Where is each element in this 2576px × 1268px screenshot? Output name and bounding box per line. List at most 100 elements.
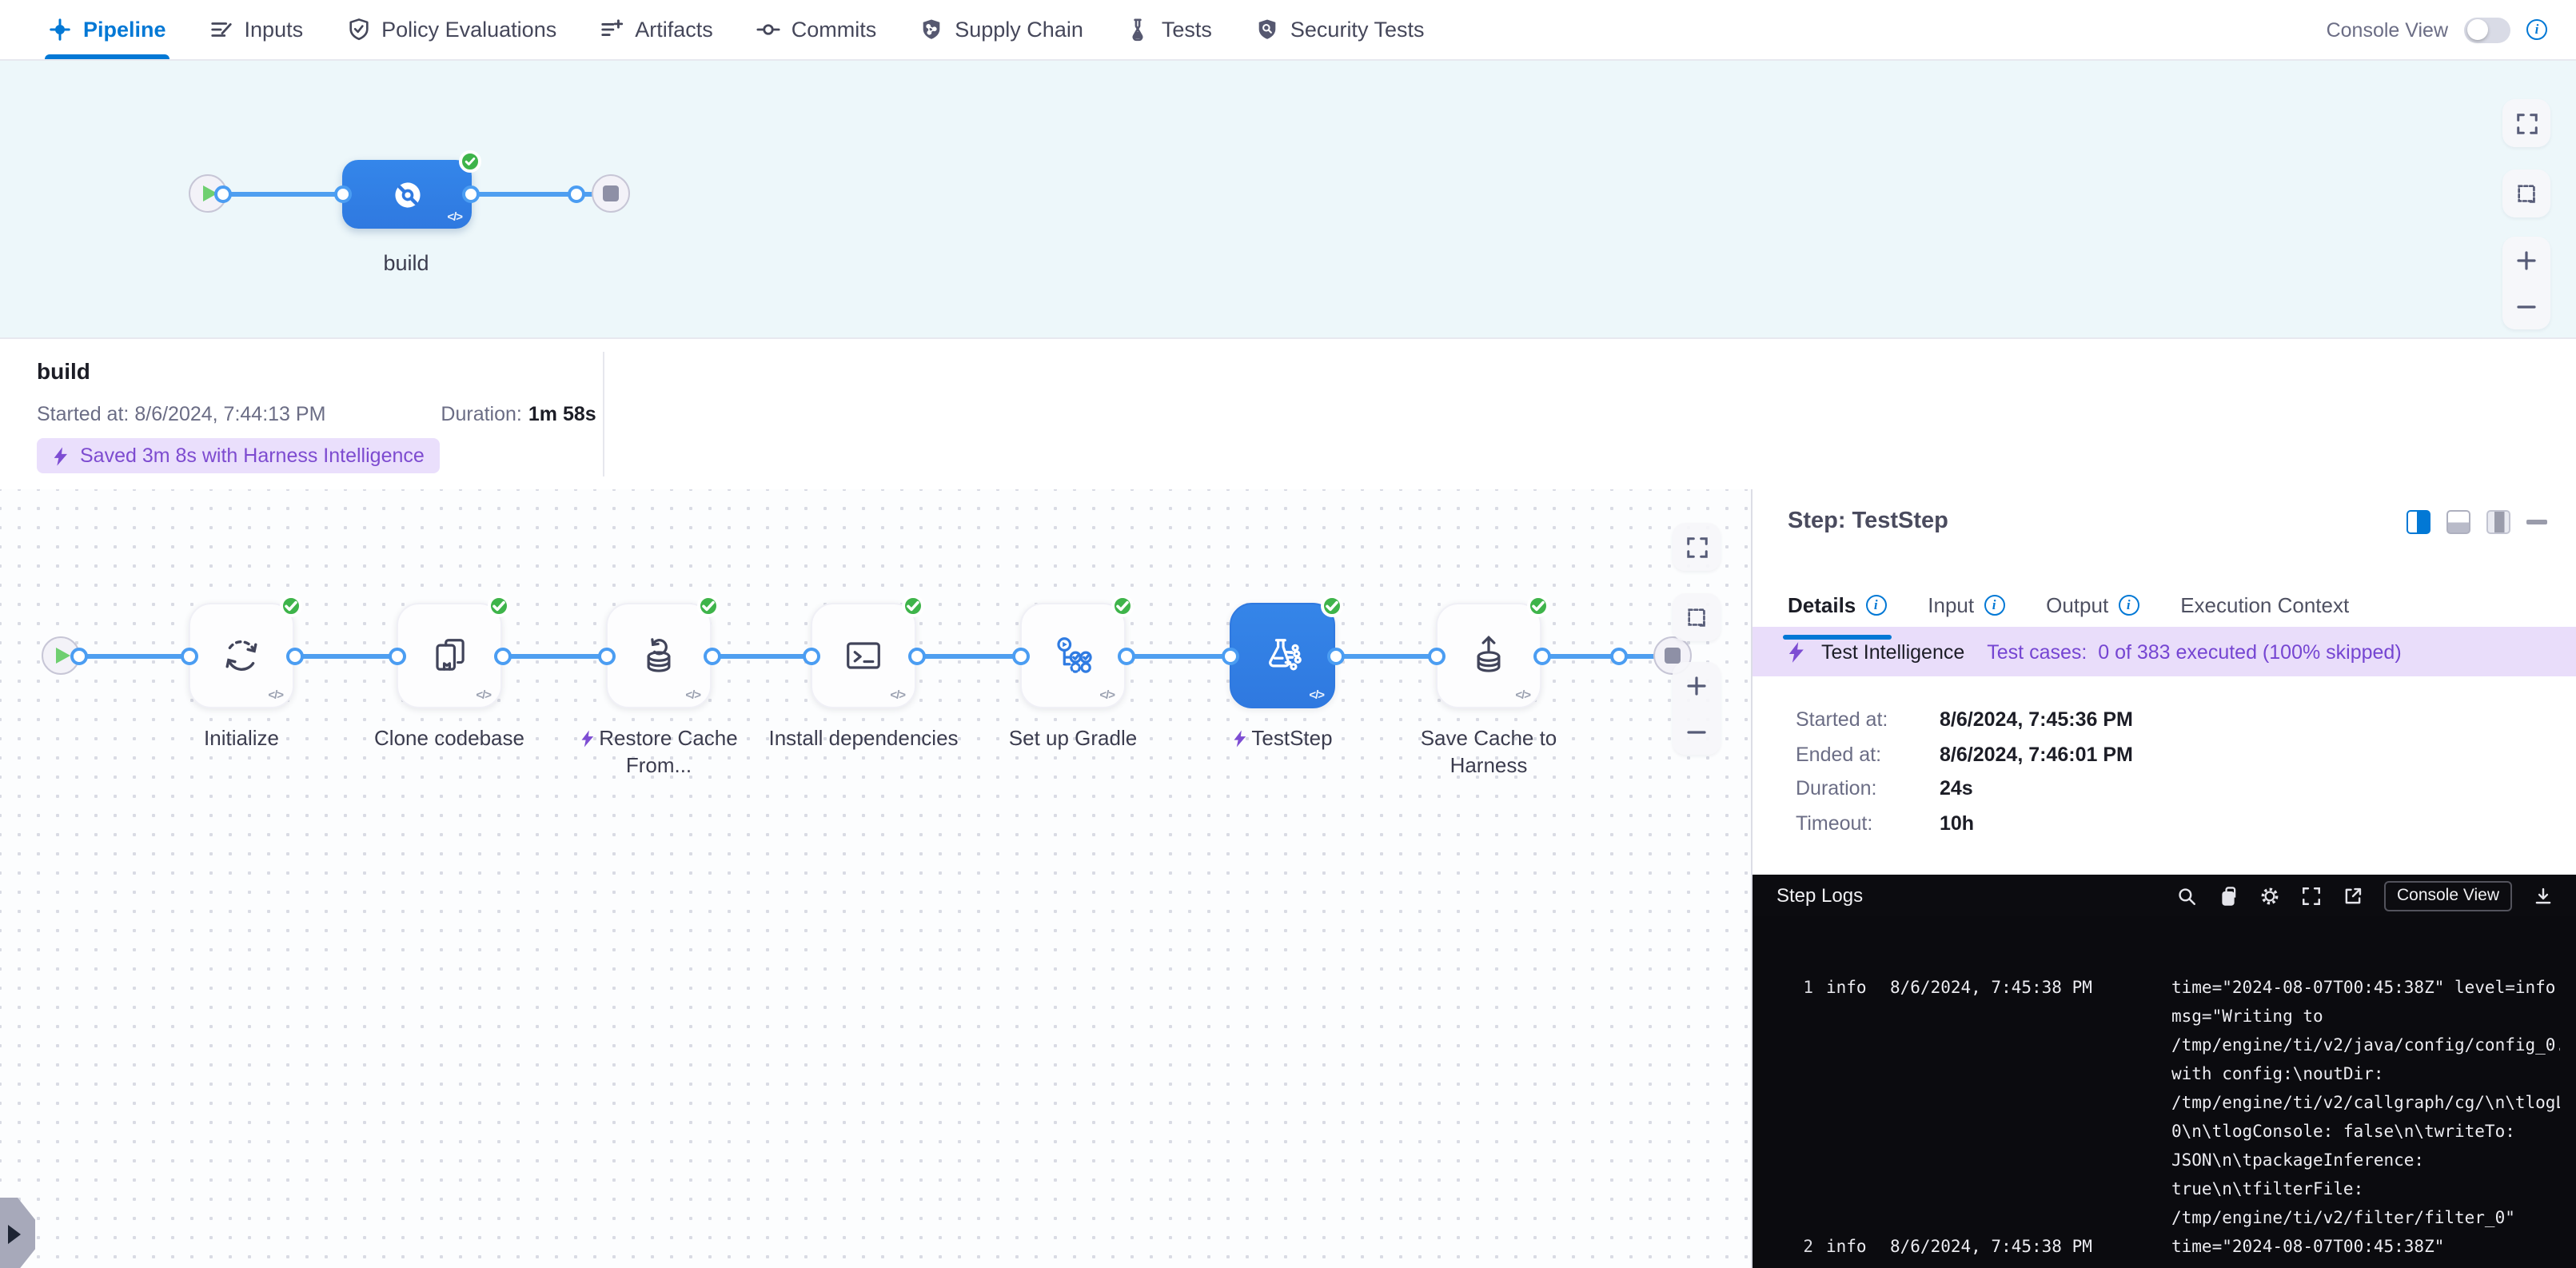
left-drawer-expand-handle[interactable]: [0, 1198, 35, 1268]
step-card[interactable]: </>: [397, 595, 510, 708]
connector-dot[interactable]: [180, 647, 197, 664]
fullscreen-icon: [1686, 536, 1707, 557]
step-card-selected[interactable]: </>: [1230, 595, 1343, 708]
play-icon: [55, 648, 70, 664]
connector-dot[interactable]: [1011, 647, 1029, 664]
canvas-fullscreen-button[interactable]: [1673, 523, 1721, 571]
code-icon: </>: [685, 688, 701, 702]
save-cache-icon: [1477, 636, 1501, 672]
stage-node-build[interactable]: </>: [342, 150, 481, 229]
open-in-new-icon[interactable]: [2343, 885, 2363, 906]
connector-dot[interactable]: [1427, 647, 1445, 664]
pipeline-icon: [50, 18, 70, 41]
code-icon: </>: [1309, 688, 1325, 702]
search-icon[interactable]: [2176, 885, 2197, 906]
zoom-out-button[interactable]: [1673, 708, 1721, 755]
policy-evaluations-icon: [349, 18, 368, 41]
ti-banner-detail: Test cases: 0 of 383 executed (100% skip…: [1987, 640, 2402, 663]
connector-dot[interactable]: [285, 647, 303, 664]
detail-row: Ended at: 8/6/2024, 7:46:01 PM: [1796, 743, 2133, 765]
connector-dot[interactable]: [462, 185, 480, 202]
step-label: Clone codebase: [374, 726, 524, 750]
connector-dot[interactable]: [388, 647, 405, 664]
zoom-out-button[interactable]: [2502, 283, 2550, 329]
intelligence-lightning-icon: [1233, 730, 1246, 748]
canvas-fullscreen-button[interactable]: [2502, 99, 2550, 147]
connector-dot[interactable]: [70, 647, 88, 664]
layout-bottom-panel-button[interactable]: [2446, 510, 2470, 534]
tab-input[interactable]: Input i: [1928, 582, 2005, 627]
tab-supply-chain[interactable]: Supply Chain: [919, 0, 1083, 59]
layout-right-panel-button[interactable]: [2407, 510, 2430, 534]
success-check-icon: [459, 150, 481, 173]
connector-dot[interactable]: [1117, 647, 1134, 664]
tab-label: Tests: [1161, 18, 1212, 42]
log-line: 2 info 8/6/2024, 7:45:38 PM time="2024-0…: [1803, 1238, 2445, 1257]
toggle-knob: [2466, 19, 2487, 40]
supply-chain-icon: [923, 19, 940, 39]
success-check-icon: [488, 595, 510, 617]
layout-minimized-panel-button[interactable]: [2486, 510, 2510, 534]
tab-commits[interactable]: Commits: [756, 0, 876, 59]
stage-label: build: [383, 251, 429, 275]
canvas-select-button[interactable]: [2502, 169, 2550, 217]
info-icon[interactable]: i: [1865, 594, 1887, 615]
info-icon[interactable]: i: [2526, 19, 2547, 40]
connector-dot[interactable]: [802, 647, 819, 664]
step-logs-section: Step Logs Console View 1 info: [1753, 875, 2576, 1268]
tab-policy-evaluations[interactable]: Policy Evaluations: [346, 0, 556, 59]
step-card[interactable]: </>: [606, 595, 720, 708]
code-icon: </>: [447, 209, 463, 224]
connector-dot[interactable]: [493, 647, 511, 664]
tab-output[interactable]: Output i: [2046, 582, 2139, 627]
step-card[interactable]: </>: [189, 595, 302, 708]
connector-dot[interactable]: [1610, 647, 1628, 664]
chevron-right-icon: [8, 1225, 21, 1244]
copy-icon[interactable]: [2218, 885, 2239, 906]
stage-end-node[interactable]: [1653, 636, 1692, 675]
step-panel-tabs: Details i Input i Output i Execution Contex…: [1753, 560, 2576, 640]
lightning-icon: [54, 446, 67, 465]
plus-icon: [1687, 676, 1706, 695]
tab-artifacts[interactable]: Artifacts: [600, 0, 713, 59]
fullscreen-icon[interactable]: [2301, 885, 2322, 906]
info-icon[interactable]: i: [1984, 594, 2005, 615]
console-view-toggle[interactable]: [2464, 17, 2510, 42]
step-card[interactable]: </>: [1020, 595, 1134, 708]
step-logs-body[interactable]: 1 info 8/6/2024, 7:45:38 PM time="2024-0…: [1753, 916, 2576, 1268]
connector-dot[interactable]: [1221, 647, 1238, 664]
collapse-panel-button[interactable]: [2526, 520, 2547, 524]
tab-execution-context[interactable]: Execution Context: [2180, 592, 2350, 616]
tab-security-tests[interactable]: Security Tests: [1255, 0, 1425, 59]
connector-dot[interactable]: [1533, 647, 1550, 664]
connector-dot[interactable]: [907, 647, 925, 664]
connector-dot[interactable]: [214, 185, 232, 202]
step-card[interactable]: </>: [1436, 595, 1549, 708]
tab-tests[interactable]: Tests: [1127, 0, 1212, 59]
canvas-select-button[interactable]: [1673, 593, 1721, 641]
connector-dot[interactable]: [703, 647, 720, 664]
tests-icon: [1133, 18, 1144, 42]
stage-summary-bar: build Started at: 8/6/2024, 7:44:13 PM D…: [0, 339, 2576, 489]
zoom-in-button[interactable]: [2502, 237, 2550, 283]
gear-icon[interactable]: [2259, 885, 2280, 906]
tab-details[interactable]: Details i: [1783, 582, 1891, 640]
pipeline-end-node[interactable]: [592, 174, 630, 213]
tab-pipeline[interactable]: Pipeline: [45, 0, 169, 59]
connector-dot[interactable]: [333, 185, 351, 202]
download-icon[interactable]: [2533, 885, 2554, 906]
success-check-icon: [1111, 595, 1134, 617]
panel-layout-controls: [2407, 510, 2547, 534]
connector-dot[interactable]: [568, 185, 585, 202]
connector-dot[interactable]: [597, 647, 615, 664]
marquee-select-icon: [2517, 184, 2534, 202]
tab-inputs[interactable]: Inputs: [209, 0, 303, 59]
connector-dot[interactable]: [1326, 647, 1344, 664]
info-icon[interactable]: i: [2118, 594, 2139, 615]
console-view-button[interactable]: Console View: [2383, 880, 2512, 911]
step-graph-canvas: </> Initialize </> Clone codebase: [0, 489, 1751, 1268]
zoom-in-button[interactable]: [1673, 662, 1721, 708]
gradle-dag-icon: [1057, 637, 1092, 673]
step-card[interactable]: </>: [811, 595, 924, 708]
test-flask-icon: [1269, 639, 1302, 671]
